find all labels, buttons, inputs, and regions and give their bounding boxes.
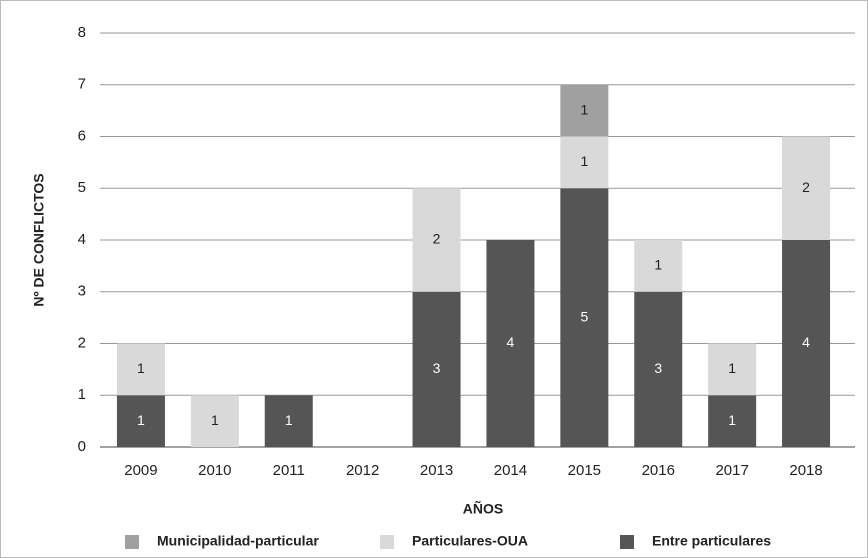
bar-segment — [782, 240, 831, 447]
data-label: 4 — [507, 334, 515, 350]
data-label: 1 — [137, 360, 145, 376]
y-tick-label: 5 — [78, 179, 86, 196]
legend-swatch — [125, 535, 139, 549]
bar-segment — [412, 188, 461, 292]
x-tick-label: 2016 — [642, 462, 675, 479]
bar-segment — [264, 395, 313, 447]
y-tick-label: 8 — [78, 24, 86, 41]
x-tick-label: 2013 — [420, 462, 453, 479]
bar-segment — [634, 240, 683, 292]
data-label: 1 — [137, 412, 145, 428]
y-tick-label: 3 — [78, 283, 86, 300]
bar-segment — [560, 136, 609, 189]
y-tick-label: 1 — [78, 386, 86, 403]
x-tick-label: 2018 — [789, 462, 822, 479]
x-tick-label: 2012 — [346, 462, 379, 479]
x-tick-label: 2015 — [568, 462, 601, 479]
bar-segment — [560, 188, 609, 447]
bar-segment — [412, 291, 461, 447]
x-axis-title: AÑOS — [463, 500, 503, 517]
data-label: 1 — [285, 412, 293, 428]
bar-segment — [634, 291, 683, 447]
legend-swatch — [380, 535, 394, 549]
legend-label: Particulares-OUA — [412, 533, 528, 549]
bar-segment — [486, 240, 535, 447]
bar-segment — [190, 395, 239, 447]
bar-segment — [116, 395, 165, 447]
y-tick-label: 0 — [78, 438, 86, 455]
data-label: 3 — [654, 360, 662, 376]
data-label: 4 — [802, 334, 810, 350]
y-tick-label: 4 — [78, 231, 86, 248]
bar-segment — [708, 343, 757, 396]
bar-segment — [708, 395, 757, 447]
x-tick-label: 2009 — [124, 462, 157, 479]
x-tick-label: 2010 — [198, 462, 231, 479]
y-tick-label: 2 — [78, 334, 86, 351]
data-label: 1 — [728, 412, 736, 428]
legend-swatch — [620, 535, 634, 549]
data-label: 1 — [580, 153, 588, 169]
y-tick-label: 6 — [78, 127, 86, 144]
data-label: 1 — [211, 412, 219, 428]
bar-segment — [782, 136, 831, 240]
y-tick-label: 7 — [78, 76, 86, 93]
x-tick-label: 2017 — [715, 462, 748, 479]
x-tick-label: 2014 — [494, 462, 527, 479]
data-label: 3 — [433, 360, 441, 376]
data-label: 2 — [802, 179, 810, 195]
data-label: 5 — [580, 308, 588, 324]
legend-label: Entre particulares — [652, 533, 771, 549]
data-label: 1 — [654, 257, 662, 273]
legend-label: Municipalidad-particular — [157, 533, 319, 549]
data-label: 1 — [728, 360, 736, 376]
y-axis-title: Nº DE CONFLICTOS — [31, 173, 47, 306]
bar-segment — [116, 343, 165, 396]
data-label: 1 — [580, 101, 588, 117]
x-tick-label: 2011 — [273, 462, 305, 479]
data-label: 2 — [433, 231, 441, 247]
bar-segment — [560, 84, 609, 137]
